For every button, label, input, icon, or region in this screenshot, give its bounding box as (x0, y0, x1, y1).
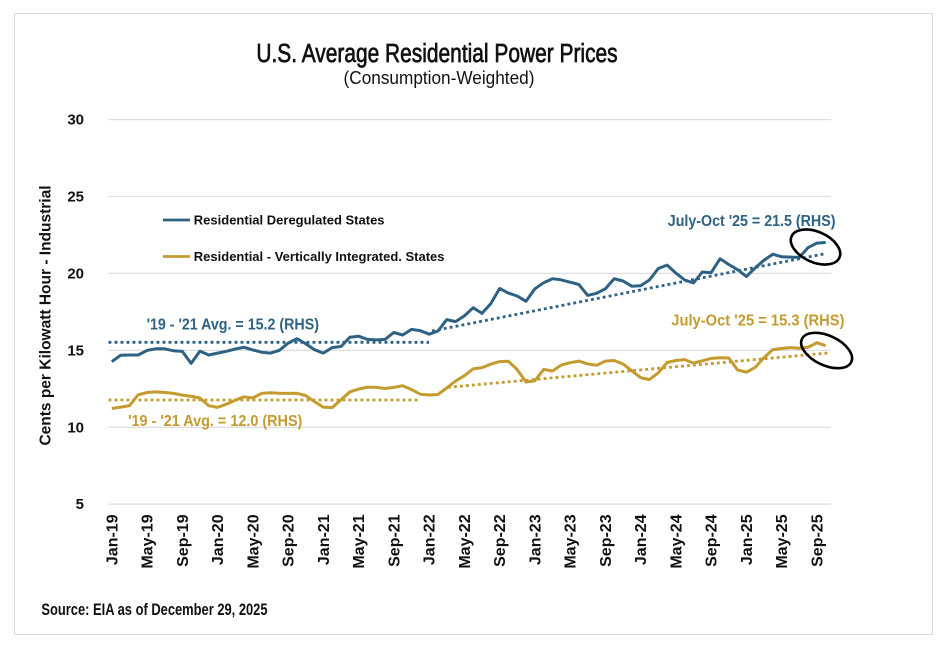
svg-text:May-20: May-20 (245, 514, 262, 568)
svg-text:Residential - Vertically Integ: Residential - Vertically Integrated. Sta… (194, 249, 445, 264)
svg-text:Sep-24: Sep-24 (704, 514, 721, 567)
svg-text:Source: EIA as of December 29,: Source: EIA as of December 29, 2025 (41, 600, 267, 619)
svg-text:May-24: May-24 (668, 514, 685, 568)
svg-text:'19 - '21 Avg. = 15.2 (RHS): '19 - '21 Avg. = 15.2 (RHS) (147, 317, 319, 334)
svg-text:May-25: May-25 (774, 514, 791, 568)
svg-text:(Consumption-Weighted): (Consumption-Weighted) (344, 67, 535, 88)
svg-text:Jan-20: Jan-20 (210, 514, 227, 565)
svg-text:Sep-20: Sep-20 (281, 514, 298, 567)
svg-text:'19 - '21 Avg. = 12.0 (RHS): '19 - '21 Avg. = 12.0 (RHS) (128, 412, 302, 430)
svg-text:5: 5 (76, 496, 84, 513)
svg-text:Residential Deregulated States: Residential Deregulated States (194, 213, 385, 228)
svg-text:July-Oct '25 = 15.3 (RHS): July-Oct '25 = 15.3 (RHS) (671, 312, 844, 329)
svg-text:25: 25 (67, 189, 84, 206)
svg-text:Sep-21: Sep-21 (386, 514, 403, 567)
svg-text:May-19: May-19 (140, 514, 157, 568)
svg-text:Sep-25: Sep-25 (809, 514, 826, 567)
svg-text:July-Oct '25 = 21.5 (RHS): July-Oct '25 = 21.5 (RHS) (668, 213, 836, 230)
svg-text:Jan-23: Jan-23 (527, 514, 544, 565)
svg-text:May-21: May-21 (351, 514, 368, 568)
svg-text:Sep-23: Sep-23 (598, 514, 615, 567)
svg-text:May-22: May-22 (457, 514, 474, 568)
svg-text:Cents per Kilowatt Hour - Indu: Cents per Kilowatt Hour - Industrial (38, 185, 55, 445)
svg-text:20: 20 (67, 265, 84, 282)
svg-text:Jan-19: Jan-19 (104, 514, 121, 565)
svg-text:Jan-24: Jan-24 (633, 514, 650, 565)
svg-text:Jan-25: Jan-25 (739, 514, 756, 565)
svg-text:Sep-22: Sep-22 (492, 514, 509, 567)
svg-text:U.S. Average Residential Power: U.S. Average Residential Power Prices (256, 40, 617, 69)
svg-text:10: 10 (67, 419, 84, 436)
svg-text:15: 15 (67, 342, 84, 359)
svg-text:30: 30 (67, 112, 84, 129)
svg-text:Jan-22: Jan-22 (422, 514, 439, 565)
svg-text:May-23: May-23 (563, 514, 580, 568)
svg-text:Jan-21: Jan-21 (316, 514, 333, 565)
svg-text:Sep-19: Sep-19 (175, 514, 192, 567)
